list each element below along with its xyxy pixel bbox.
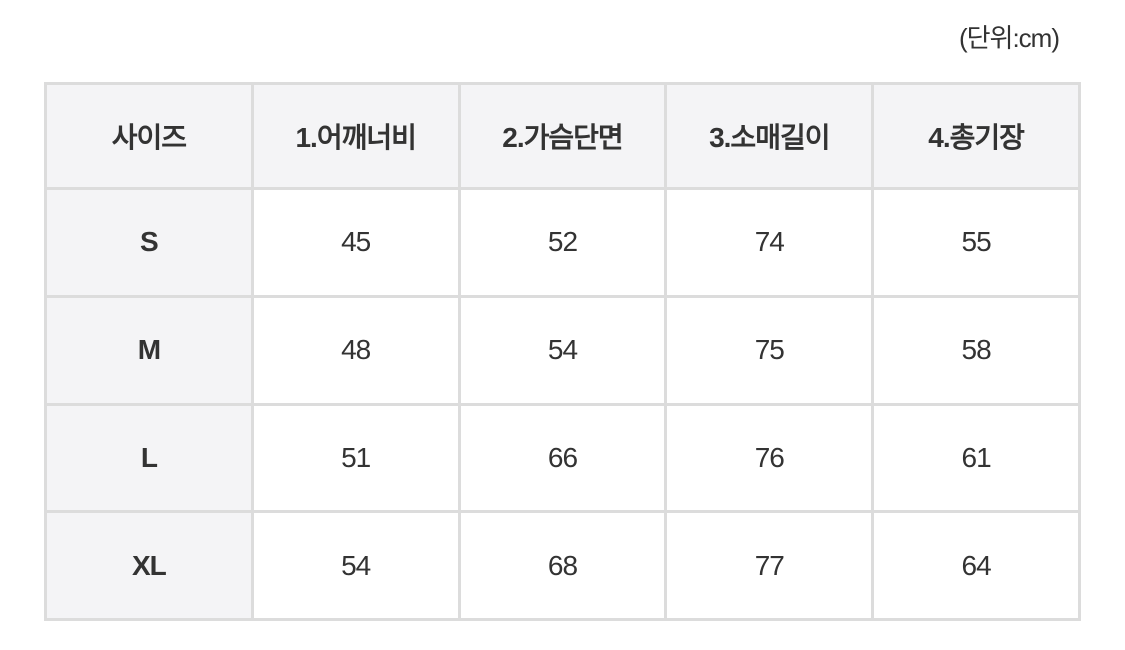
measure-cell: 58 <box>871 294 1081 406</box>
header-cell: 3.소매길이 <box>664 82 875 190</box>
measure-cell: 77 <box>664 510 875 621</box>
header-cell: 4.총기장 <box>871 82 1081 190</box>
size-cell: S <box>44 187 254 298</box>
table-row: XL 54 68 77 64 <box>44 510 1081 621</box>
measure-cell: 75 <box>664 294 875 406</box>
measure-cell: 74 <box>664 187 875 298</box>
table-row: S 45 52 74 55 <box>44 187 1081 298</box>
measure-cell: 54 <box>457 294 668 406</box>
measure-cell: 54 <box>250 510 461 621</box>
measure-cell: 64 <box>871 510 1081 621</box>
size-cell: M <box>44 294 254 406</box>
measure-cell: 66 <box>457 402 668 514</box>
measure-cell: 52 <box>457 187 668 298</box>
size-cell: L <box>44 402 254 514</box>
measure-cell: 51 <box>250 402 461 514</box>
table-body: S 45 52 74 55 M 48 54 75 58 L 51 66 76 61 XL 54 68 77 64 <box>44 187 1081 621</box>
measure-cell: 55 <box>871 187 1081 298</box>
measure-cell: 45 <box>250 187 461 298</box>
size-cell: XL <box>44 510 254 621</box>
table-row: M 48 54 75 58 <box>44 294 1081 406</box>
table-row: L 51 66 76 61 <box>44 402 1081 514</box>
size-table: 사이즈 1.어깨너비 2.가슴단면 3.소매길이 4.총기장 S 45 52 74 55 M 48 5… <box>44 82 1081 621</box>
measure-cell: 68 <box>457 510 668 621</box>
unit-label: (단위:cm) <box>958 23 1060 53</box>
header-row: 사이즈 1.어깨너비 2.가슴단면 3.소매길이 4.총기장 <box>44 82 1081 190</box>
header-cell: 사이즈 <box>44 82 254 190</box>
measure-cell: 48 <box>250 294 461 406</box>
measure-cell: 76 <box>664 402 875 514</box>
header-cell: 2.가슴단면 <box>457 82 668 190</box>
table-header: 사이즈 1.어깨너비 2.가슴단면 3.소매길이 4.총기장 <box>44 82 1081 190</box>
header-cell: 1.어깨너비 <box>250 82 461 190</box>
measure-cell: 61 <box>871 402 1081 514</box>
